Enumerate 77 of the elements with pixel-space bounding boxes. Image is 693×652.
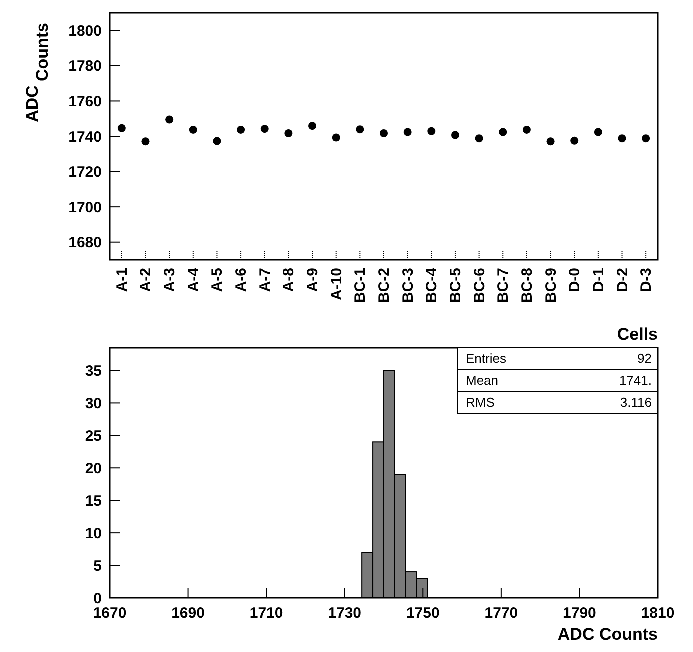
point: [570, 136, 579, 145]
x-tick-label: BC-6: [471, 268, 488, 304]
point: [499, 128, 508, 136]
x-axis-title: Cells: [617, 325, 658, 344]
x-tick-label: BC-5: [447, 268, 464, 304]
y-tick-label: 35: [85, 362, 102, 380]
point: [546, 138, 555, 146]
point: [142, 138, 150, 146]
x-tick-label: BC-3: [400, 268, 417, 304]
x-tick-label: 1790: [563, 605, 596, 622]
x-tick-label: A-7: [256, 268, 274, 292]
annotation: 1741.: [619, 373, 652, 388]
y-tick-label: 30: [85, 395, 102, 412]
x-axis-title: ADC Counts: [558, 625, 658, 644]
point: [475, 134, 484, 143]
y-tick-label: 1760: [68, 93, 102, 110]
point: [237, 126, 246, 134]
point: [642, 134, 650, 143]
x-tick-label: D-0: [566, 268, 584, 292]
y-tick-label: 1680: [68, 234, 102, 252]
point: [260, 125, 269, 134]
point: [284, 130, 293, 138]
x-tick-label: BC-1: [352, 268, 370, 304]
x-tick-label: 1810: [641, 605, 675, 622]
y-tick-label: 1800: [68, 22, 102, 40]
point: [618, 134, 626, 143]
point: [308, 122, 317, 130]
y-tick-label: 10: [85, 525, 102, 542]
y-tick-label: 0: [94, 590, 102, 608]
x-tick-label: A-5: [209, 268, 226, 292]
y-tick-label: 20: [85, 460, 102, 478]
point: [332, 134, 340, 142]
x-tick-label: D-1: [590, 268, 608, 292]
x-tick-label: 1770: [484, 605, 518, 622]
x-tick-label: BC-7: [495, 268, 512, 304]
y-tick-label: 25: [85, 428, 102, 445]
annotation: RMS: [466, 395, 496, 410]
y-tick-label: 1740: [68, 128, 102, 146]
x-tick-label: BC-4: [424, 267, 441, 304]
annotation: 92: [638, 351, 652, 366]
x-tick-label: BC-8: [518, 268, 536, 304]
point: [118, 124, 126, 132]
point: [189, 126, 198, 134]
annotation: Entries: [466, 351, 507, 366]
y-tick-label: 1700: [68, 199, 102, 216]
x-tick-label: 1670: [93, 605, 127, 622]
x-tick-label: 1710: [250, 605, 284, 622]
x-tick-label: 1730: [328, 605, 362, 622]
x-tick-label: A-1: [114, 268, 131, 292]
x-tick-label: A-8: [280, 268, 298, 292]
y-tick-label: 5: [94, 558, 102, 575]
x-tick-label: 1690: [172, 605, 205, 622]
point: [213, 137, 222, 146]
x-tick-label: A-3: [162, 268, 179, 292]
x-tick-label: A-4: [185, 267, 202, 292]
x-tick-label: BC-9: [542, 268, 560, 304]
point: [428, 127, 436, 136]
point: [356, 126, 364, 134]
x-tick-label: BC-2: [376, 268, 393, 304]
x-tick-label: A-6: [233, 268, 250, 292]
y-tick-label: 1780: [68, 58, 102, 76]
point: [404, 128, 412, 136]
x-tick-label: A-2: [138, 268, 155, 292]
x-tick-label: D-2: [614, 268, 632, 292]
point: [451, 131, 460, 140]
x-tick-label: A-9: [304, 268, 322, 292]
x-tick-label: D-3: [638, 268, 656, 292]
x-tick-label: 1750: [406, 605, 440, 622]
y-tick-label: 1720: [68, 164, 102, 182]
point: [522, 126, 531, 134]
point: [380, 130, 388, 138]
point: [594, 128, 602, 136]
annotation: 3.116: [620, 395, 652, 410]
x-tick-label: A-10: [328, 268, 346, 301]
y-tick-label: 15: [85, 492, 102, 510]
point: [166, 116, 174, 124]
annotation: Mean: [466, 373, 499, 388]
